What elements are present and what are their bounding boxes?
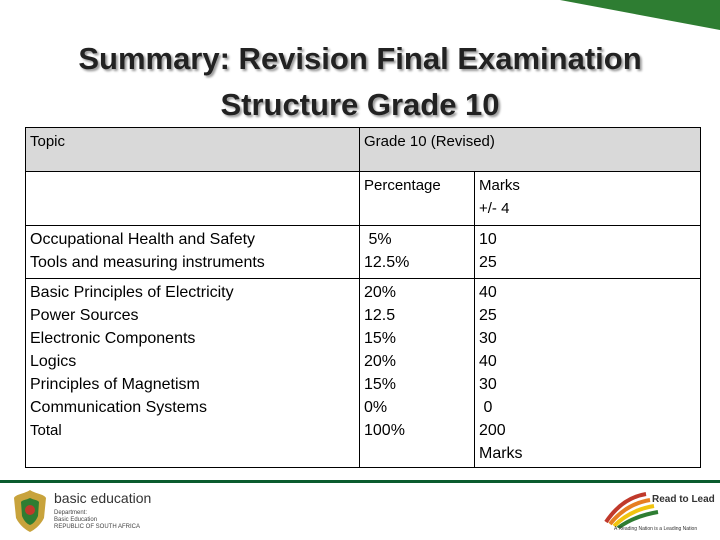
percentage-value: 0% bbox=[364, 399, 388, 416]
left-logo-sub2: Basic Education bbox=[54, 517, 98, 523]
topic-item: Principles of Magnetism bbox=[30, 376, 200, 393]
read-to-lead-logo: Read to Lead A Reading Nation is a Leadi… bbox=[596, 488, 716, 536]
left-logo-sub3: REPUBLIC OF SOUTH AFRICA bbox=[54, 524, 141, 530]
title-line-1: Summary: Revision Final Examination bbox=[78, 41, 642, 76]
percentage-header: Percentage bbox=[359, 171, 475, 226]
topic-item: Power Sources bbox=[30, 307, 139, 324]
table-row: Occupational Health and Safety Tools and… bbox=[25, 225, 701, 279]
total-label: Total bbox=[30, 422, 62, 439]
title-line-2: Structure Grade 10 bbox=[220, 87, 500, 122]
right-logo-name: Read to Lead bbox=[652, 494, 715, 505]
coat-of-arms-icon bbox=[14, 490, 46, 532]
empty-topic-cell bbox=[25, 171, 360, 226]
book-icon bbox=[604, 492, 659, 528]
left-logo-sub1: Department: bbox=[54, 510, 88, 516]
group2-topics: Basic Principles of Electricity Power So… bbox=[25, 278, 360, 468]
grade-header: Grade 10 (Revised) bbox=[359, 127, 701, 172]
left-logo-name: basic education bbox=[54, 490, 152, 506]
marks-value: 40 bbox=[479, 353, 497, 370]
marks-total: 200 bbox=[479, 422, 506, 439]
group1-percentages: 5% 12.5% bbox=[359, 225, 475, 279]
percentage-value: 5% bbox=[364, 231, 392, 248]
group1-topics: Occupational Health and Safety Tools and… bbox=[25, 225, 360, 279]
subheader-row: Percentage Marks +/- 4 bbox=[25, 171, 701, 226]
percentage-value: 15% bbox=[364, 376, 397, 393]
marks-value: 30 bbox=[479, 330, 497, 347]
group2-marks: 40 25 30 40 30 0 200 Marks bbox=[474, 278, 701, 468]
exam-structure-table: Topic Grade 10 (Revised) Percentage Mark… bbox=[25, 127, 701, 468]
topic-item: Basic Principles of Electricity bbox=[30, 284, 234, 301]
percentage-value: 20% bbox=[364, 284, 397, 301]
table-header-row: Topic Grade 10 (Revised) bbox=[25, 127, 701, 172]
group1-marks: 10 25 bbox=[474, 225, 701, 279]
percentage-total: 100% bbox=[364, 422, 405, 439]
percentage-value: 12.5% bbox=[364, 254, 410, 271]
marks-value: 10 bbox=[479, 231, 497, 248]
marks-header: Marks +/- 4 bbox=[474, 171, 701, 226]
topic-item: Logics bbox=[30, 353, 77, 370]
basic-education-logo: basic education Department: Basic Educat… bbox=[10, 488, 151, 536]
marks-header-line2: +/- 4 bbox=[479, 200, 510, 217]
marks-value: 25 bbox=[479, 254, 497, 271]
group2-percentages: 20% 12.5 15% 20% 15% 0% 100% bbox=[359, 278, 475, 468]
marks-header-line1: Marks bbox=[479, 177, 520, 194]
corner-decoration bbox=[560, 0, 720, 30]
marks-unit: Marks bbox=[479, 445, 523, 462]
page-title: Summary: Revision Final Examination Stru… bbox=[0, 36, 720, 128]
topic-item: Electronic Components bbox=[30, 330, 196, 347]
marks-value: 40 bbox=[479, 284, 497, 301]
footer-divider bbox=[0, 480, 720, 483]
percentage-value: 15% bbox=[364, 330, 397, 347]
marks-value: 30 bbox=[479, 376, 497, 393]
table-row: Basic Principles of Electricity Power So… bbox=[25, 278, 701, 468]
topic-header: Topic bbox=[25, 127, 360, 172]
percentage-value: 20% bbox=[364, 353, 397, 370]
marks-value: 25 bbox=[479, 307, 497, 324]
marks-value: 0 bbox=[479, 399, 493, 416]
topic-item: Communication Systems bbox=[30, 399, 207, 416]
topic-item: Occupational Health and Safety bbox=[30, 231, 256, 248]
right-logo-tagline: A Reading Nation is a Leading Nation bbox=[614, 526, 698, 532]
topic-item: Tools and measuring instruments bbox=[30, 254, 265, 271]
left-logo-subtext: Department: Basic Education REPUBLIC OF … bbox=[54, 510, 140, 531]
percentage-value: 12.5 bbox=[364, 307, 396, 324]
